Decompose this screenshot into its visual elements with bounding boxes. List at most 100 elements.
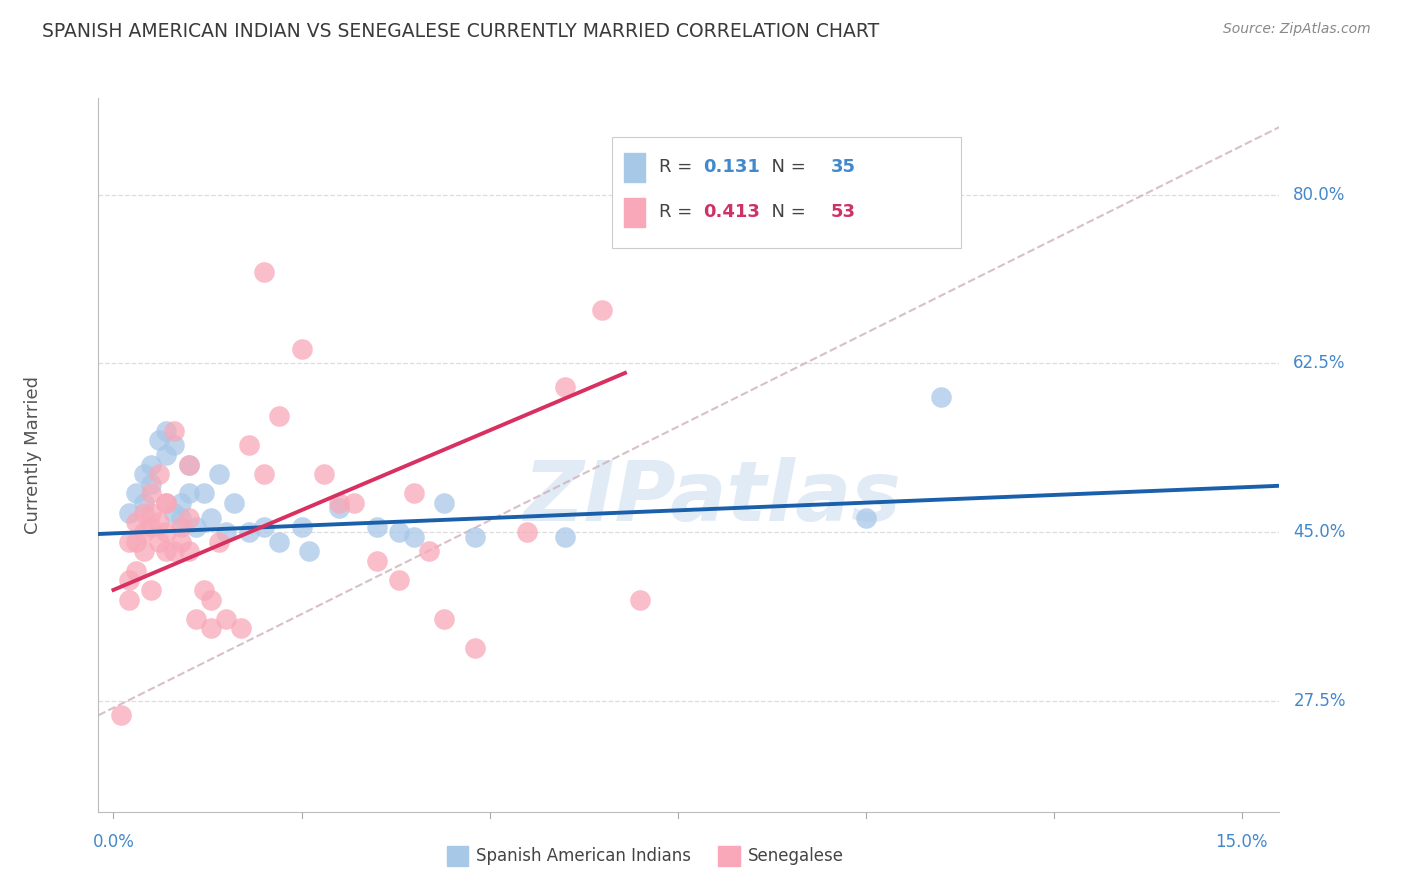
- Point: [328, 500, 350, 515]
- Point: [200, 510, 222, 524]
- Point: [554, 380, 576, 394]
- Text: 0.131: 0.131: [703, 159, 761, 177]
- Point: [343, 496, 366, 510]
- Text: 62.5%: 62.5%: [1294, 354, 1346, 372]
- Point: [193, 582, 215, 597]
- Point: [267, 409, 290, 424]
- Point: [117, 506, 139, 520]
- Text: Source: ZipAtlas.com: Source: ZipAtlas.com: [1223, 22, 1371, 37]
- Text: R =: R =: [659, 203, 699, 221]
- Point: [464, 640, 486, 655]
- Point: [132, 524, 155, 539]
- FancyBboxPatch shape: [447, 846, 468, 866]
- Point: [929, 390, 952, 404]
- Point: [110, 708, 132, 723]
- Point: [170, 520, 193, 534]
- Text: SPANISH AMERICAN INDIAN VS SENEGALESE CURRENTLY MARRIED CORRELATION CHART: SPANISH AMERICAN INDIAN VS SENEGALESE CU…: [42, 22, 879, 41]
- Point: [155, 524, 177, 539]
- Point: [170, 510, 193, 524]
- Point: [177, 458, 200, 472]
- Text: 0.413: 0.413: [703, 203, 761, 221]
- Point: [591, 303, 613, 318]
- Text: 27.5%: 27.5%: [1294, 692, 1346, 710]
- Point: [215, 612, 238, 626]
- Point: [117, 574, 139, 588]
- Point: [155, 496, 177, 510]
- Point: [253, 520, 276, 534]
- Point: [516, 524, 538, 539]
- Point: [132, 506, 155, 520]
- Point: [170, 496, 193, 510]
- Text: 53: 53: [831, 203, 856, 221]
- Point: [388, 524, 411, 539]
- Point: [163, 438, 186, 452]
- FancyBboxPatch shape: [624, 198, 645, 227]
- Point: [139, 476, 162, 491]
- Point: [148, 516, 170, 530]
- Text: ZIPatlas: ZIPatlas: [523, 458, 901, 538]
- FancyBboxPatch shape: [612, 137, 960, 248]
- Point: [155, 544, 177, 558]
- Point: [433, 612, 456, 626]
- Point: [267, 534, 290, 549]
- Point: [628, 592, 651, 607]
- Point: [290, 520, 312, 534]
- Text: 35: 35: [831, 159, 856, 177]
- Point: [155, 496, 177, 510]
- Point: [125, 516, 148, 530]
- Point: [554, 530, 576, 544]
- Point: [163, 506, 186, 520]
- Point: [855, 510, 877, 524]
- Point: [139, 458, 162, 472]
- Point: [125, 486, 148, 500]
- Text: 45.0%: 45.0%: [1294, 523, 1346, 541]
- Point: [433, 496, 456, 510]
- Point: [148, 434, 170, 448]
- Point: [298, 544, 321, 558]
- Point: [200, 622, 222, 636]
- Point: [139, 506, 162, 520]
- Point: [328, 496, 350, 510]
- Point: [139, 520, 162, 534]
- Point: [117, 592, 139, 607]
- Point: [238, 524, 260, 539]
- Point: [155, 448, 177, 462]
- Text: R =: R =: [659, 159, 699, 177]
- Text: 15.0%: 15.0%: [1216, 833, 1268, 851]
- Point: [177, 486, 200, 500]
- Text: Senegalese: Senegalese: [748, 847, 844, 865]
- Point: [170, 534, 193, 549]
- Point: [125, 534, 148, 549]
- Point: [132, 467, 155, 482]
- Point: [148, 467, 170, 482]
- Text: Spanish American Indians: Spanish American Indians: [477, 847, 692, 865]
- Point: [186, 520, 208, 534]
- Point: [193, 486, 215, 500]
- Point: [132, 544, 155, 558]
- Point: [177, 544, 200, 558]
- Point: [215, 524, 238, 539]
- Point: [314, 467, 336, 482]
- Point: [163, 544, 186, 558]
- Point: [148, 534, 170, 549]
- Point: [404, 486, 426, 500]
- Point: [464, 530, 486, 544]
- Point: [290, 342, 312, 356]
- Point: [155, 424, 177, 438]
- Point: [186, 612, 208, 626]
- Point: [177, 458, 200, 472]
- Point: [238, 438, 260, 452]
- Point: [208, 467, 231, 482]
- Point: [208, 534, 231, 549]
- Point: [404, 530, 426, 544]
- Point: [388, 574, 411, 588]
- Text: Currently Married: Currently Married: [24, 376, 42, 534]
- Text: N =: N =: [759, 203, 811, 221]
- Text: N =: N =: [759, 159, 811, 177]
- Point: [132, 496, 155, 510]
- Point: [125, 564, 148, 578]
- Point: [222, 496, 245, 510]
- Point: [139, 486, 162, 500]
- Text: 0.0%: 0.0%: [93, 833, 135, 851]
- Point: [200, 592, 222, 607]
